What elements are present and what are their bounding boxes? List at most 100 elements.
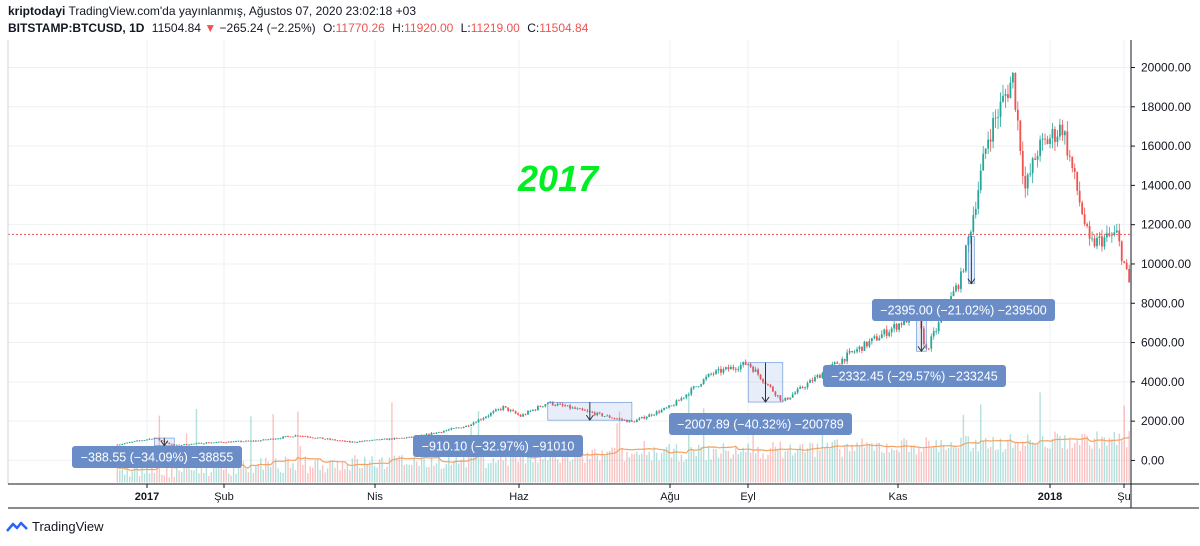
volume-bar bbox=[863, 447, 866, 483]
candle bbox=[757, 367, 759, 377]
candle bbox=[700, 383, 703, 388]
volume-bar bbox=[957, 448, 960, 483]
volume-bar bbox=[829, 448, 831, 483]
candle-body bbox=[160, 440, 163, 441]
candle bbox=[262, 439, 265, 441]
volume-bar bbox=[262, 469, 264, 483]
tradingview-logo[interactable]: TradingView bbox=[6, 519, 104, 534]
candle-body bbox=[999, 101, 1002, 118]
candle bbox=[351, 441, 354, 443]
candle-body bbox=[645, 416, 648, 419]
candle-body bbox=[700, 384, 703, 387]
volume-bar bbox=[1009, 434, 1012, 483]
candle-body bbox=[697, 386, 700, 388]
time-axis[interactable]: 2017 Şub Nis Haz Ağu Eyl Kas 2018 Şu bbox=[135, 484, 1131, 503]
volume-bar bbox=[403, 465, 405, 483]
candle-body bbox=[989, 139, 992, 142]
candle-body bbox=[527, 410, 529, 415]
volume-bar bbox=[215, 460, 217, 483]
candle-body bbox=[809, 380, 811, 384]
volume-bar bbox=[1029, 439, 1031, 483]
candle bbox=[690, 386, 693, 397]
volume-bar bbox=[500, 452, 502, 483]
volume-bar bbox=[754, 453, 757, 483]
volume-bar bbox=[237, 467, 240, 483]
candle bbox=[784, 397, 787, 402]
candle-body bbox=[668, 405, 670, 408]
candle-body bbox=[131, 441, 134, 443]
volume-bar bbox=[900, 440, 903, 483]
candle-body bbox=[301, 436, 304, 437]
volume-bar bbox=[245, 469, 247, 483]
chart-header-ohlc: BITSTAMP:BTCUSD, 1D 11504.84 ▼ −265.24 (… bbox=[8, 21, 588, 35]
volume-bar bbox=[987, 448, 989, 483]
candle bbox=[1029, 163, 1032, 178]
candle bbox=[801, 385, 804, 389]
candle bbox=[878, 335, 881, 341]
volume-bar bbox=[641, 453, 643, 483]
time-axis-label: Şub bbox=[214, 491, 234, 503]
candle bbox=[544, 404, 547, 408]
volume-bar bbox=[467, 450, 470, 483]
volume-bar bbox=[312, 467, 314, 483]
last-price: 11504.84 bbox=[151, 21, 201, 35]
time-axis-label: Haz bbox=[509, 491, 529, 503]
price-axis-label: 14000.00 bbox=[1141, 178, 1191, 192]
volume-bar bbox=[663, 449, 665, 483]
candle bbox=[235, 440, 237, 443]
volume-bar bbox=[527, 449, 529, 483]
volume-bar bbox=[341, 462, 344, 483]
candle-body bbox=[937, 322, 940, 332]
candle-body bbox=[678, 400, 680, 402]
volume-bar bbox=[955, 447, 957, 483]
candle-body bbox=[220, 441, 223, 443]
candle-body bbox=[1021, 151, 1024, 176]
candle-body bbox=[348, 441, 351, 443]
volume-bar bbox=[1074, 443, 1076, 483]
candle bbox=[725, 366, 727, 371]
candle bbox=[1125, 258, 1128, 271]
candle-body bbox=[643, 416, 646, 419]
candle-body bbox=[1125, 262, 1128, 269]
volume-bar bbox=[693, 449, 695, 483]
volume-bar bbox=[816, 443, 819, 483]
candle bbox=[1123, 261, 1126, 264]
candle bbox=[1034, 153, 1037, 161]
candle bbox=[257, 440, 260, 442]
volume-bar bbox=[796, 449, 799, 483]
candle bbox=[222, 441, 225, 443]
candle-body bbox=[621, 418, 623, 420]
volume-bar bbox=[482, 444, 485, 483]
candle-body bbox=[1098, 236, 1101, 238]
volume-bar bbox=[393, 455, 396, 483]
down-arrow-icon: ▼ bbox=[204, 21, 217, 35]
candle bbox=[1004, 88, 1007, 108]
candle-body bbox=[888, 332, 891, 336]
volume-bar bbox=[613, 447, 616, 483]
candle-body bbox=[522, 414, 524, 417]
volume-bar bbox=[1017, 442, 1019, 483]
candle bbox=[381, 438, 383, 441]
volume-bar bbox=[858, 445, 861, 483]
volume-bar bbox=[774, 446, 777, 483]
volume-bar bbox=[846, 443, 848, 483]
volume-bar bbox=[460, 459, 462, 483]
volume-bar bbox=[319, 469, 321, 483]
candle-body bbox=[556, 403, 559, 406]
candle-body bbox=[475, 422, 477, 424]
price-axis[interactable]: 0.00 2000.00 4000.00 6000.00 8000.00 10000.00… bbox=[1131, 61, 1191, 468]
candle bbox=[685, 394, 688, 400]
candle bbox=[957, 283, 960, 292]
candle-body bbox=[1110, 234, 1113, 236]
candle bbox=[237, 440, 240, 442]
volume-bar bbox=[725, 450, 727, 483]
candle bbox=[133, 441, 136, 443]
candle-body bbox=[583, 409, 586, 411]
volume-bar bbox=[509, 455, 512, 483]
volume-bar bbox=[782, 458, 784, 483]
candle-body bbox=[257, 440, 260, 442]
candle bbox=[997, 108, 999, 130]
candle bbox=[1056, 129, 1059, 147]
measurement-label-box bbox=[823, 365, 1006, 387]
